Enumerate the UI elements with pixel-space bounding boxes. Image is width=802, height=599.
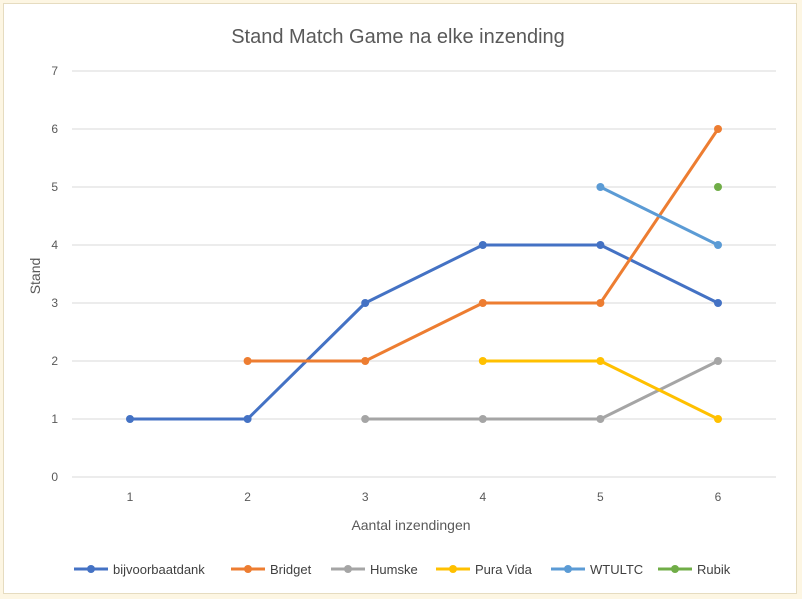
x-axis-title: Aantal inzendingen	[351, 517, 470, 533]
y-tick-label: 0	[51, 470, 58, 484]
series-line	[481, 359, 720, 421]
series-line	[363, 359, 720, 421]
y-tick-label: 5	[51, 180, 58, 194]
series-rubik	[714, 183, 722, 191]
data-point	[596, 241, 605, 249]
series-line	[598, 185, 720, 247]
legend-item: Pura Vida	[436, 562, 533, 577]
legend-marker	[564, 565, 572, 573]
y-tick-label: 2	[51, 354, 58, 368]
chart-title: Stand Match Game na elke inzending	[231, 26, 565, 48]
legend-marker	[87, 565, 95, 573]
data-point	[596, 357, 605, 365]
legend-item: WTULTC	[551, 562, 643, 577]
x-tick-label: 4	[479, 490, 486, 504]
data-point	[714, 241, 722, 249]
line-chart: Stand Match Game na elke inzending 0 1 2 3 4…	[27, 26, 776, 577]
data-point	[478, 299, 487, 307]
data-point	[596, 299, 605, 307]
y-tick-labels: 0 1 2 3 4 5 6 7	[51, 64, 58, 484]
data-point	[361, 357, 370, 365]
legend-label: Pura Vida	[475, 562, 533, 577]
legend-label: bijvoorbaatdank	[113, 562, 205, 577]
x-tick-label: 2	[244, 490, 251, 504]
data-point	[243, 357, 252, 365]
series-humske	[361, 357, 722, 423]
legend-item: Humske	[331, 562, 418, 577]
data-point	[478, 415, 487, 423]
series-wtultc	[596, 183, 722, 249]
y-axis-title: Stand	[27, 258, 43, 295]
legend-label: Humske	[370, 562, 418, 577]
y-tick-label: 4	[51, 238, 58, 252]
data-point	[478, 357, 487, 365]
legend-item: Rubik	[658, 562, 731, 577]
legend-item: Bridget	[231, 562, 312, 577]
data-point	[126, 415, 134, 423]
legend-item: bijvoorbaatdank	[74, 562, 205, 577]
data-point	[243, 415, 252, 423]
y-tick-label: 7	[51, 64, 58, 78]
data-point	[714, 357, 722, 365]
legend-marker	[244, 565, 252, 573]
x-tick-label: 6	[715, 490, 722, 504]
y-tick-label: 1	[51, 412, 58, 426]
legend: bijvoorbaatdank Bridget Humske Pura Vida WTU…	[74, 562, 731, 577]
data-point	[596, 183, 605, 191]
x-tick-labels: 1 2 3 4 5 6	[127, 490, 722, 504]
data-point	[361, 415, 370, 423]
legend-marker	[671, 565, 679, 573]
data-point	[714, 183, 722, 191]
data-point	[714, 299, 722, 307]
series-bridget	[243, 125, 722, 365]
chart-frame: Stand Match Game na elke inzending 0 1 2 3 4…	[3, 3, 797, 594]
x-tick-label: 3	[362, 490, 369, 504]
legend-marker	[344, 565, 352, 573]
data-point	[714, 415, 722, 423]
series-bijvoorbaatdank	[126, 241, 722, 423]
data-point	[361, 299, 370, 307]
legend-label: WTULTC	[590, 562, 643, 577]
series-pura-vida	[478, 357, 722, 423]
series-line	[128, 243, 720, 421]
legend-label: Rubik	[697, 562, 731, 577]
x-tick-label: 5	[597, 490, 604, 504]
x-tick-label: 1	[127, 490, 134, 504]
legend-label: Bridget	[270, 562, 312, 577]
series-group	[126, 125, 722, 423]
y-tick-label: 6	[51, 122, 58, 136]
y-tick-label: 3	[51, 296, 58, 310]
data-point	[714, 125, 722, 133]
data-point	[596, 415, 605, 423]
data-point	[478, 241, 487, 249]
legend-marker	[449, 565, 457, 573]
